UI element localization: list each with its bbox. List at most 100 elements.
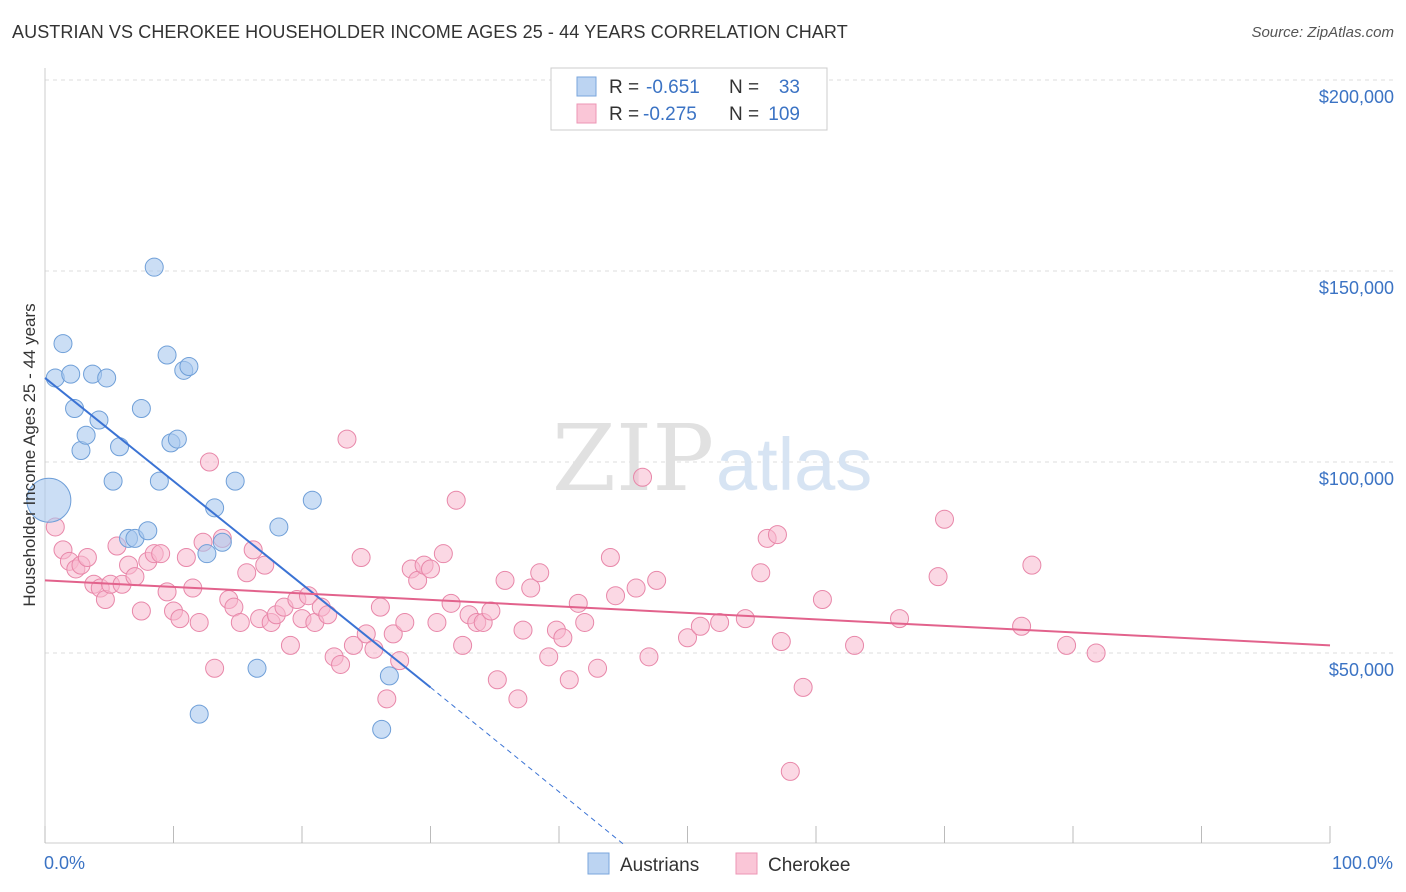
y-tick-label: $50,000 (1329, 660, 1394, 680)
cherokee-point (337, 429, 357, 449)
legend-r-value: -0.275 (643, 104, 697, 125)
legend-r-label: R = (609, 104, 639, 125)
austrian-point (103, 471, 123, 491)
cherokee-point (639, 647, 659, 667)
cherokee-point (427, 612, 447, 632)
cherokee-point (176, 548, 196, 567)
trend-lines (44, 377, 1331, 845)
austrian-point (76, 425, 96, 445)
austrian-point (61, 364, 81, 384)
austrian-trend-extension (430, 686, 624, 845)
y-axis-title: Householder Income Ages 25 - 44 years (20, 303, 39, 606)
cherokee-point (588, 658, 608, 678)
x-tick-label-min: 0.0% (44, 853, 85, 873)
cherokee-point (710, 612, 730, 632)
y-tick-label: $150,000 (1319, 278, 1394, 298)
cherokee-point (243, 540, 263, 560)
legend-n-value: 109 (768, 104, 800, 125)
cherokee-point (767, 525, 787, 545)
cherokee-point (205, 658, 225, 678)
cherokee-point (495, 570, 515, 590)
correlation-legend: R = -0.651 N = 33 R = -0.275 N = 109 (550, 67, 828, 131)
austrian-point (144, 257, 164, 277)
cherokee-point (487, 670, 507, 690)
cherokee-point (751, 563, 771, 583)
cherokee-point (383, 624, 403, 644)
austrian-point (97, 368, 117, 388)
cherokee-point (351, 548, 371, 567)
cherokee-point (508, 689, 528, 709)
austrian-point (157, 345, 177, 365)
cherokee-point (845, 635, 865, 655)
cherokee-point (331, 654, 351, 674)
legend-n-value: 33 (779, 77, 800, 98)
cherokee-point (521, 578, 541, 598)
austrian-point (372, 719, 392, 739)
austrian-point (131, 399, 151, 419)
cherokee-point (568, 593, 588, 613)
cherokee-point (199, 452, 219, 472)
austrian-points (26, 257, 399, 739)
cherokee-point (935, 509, 954, 529)
austrian-point (302, 490, 322, 510)
austrian-point (189, 704, 209, 724)
cherokee-point (433, 544, 453, 564)
cherokee-point (377, 689, 397, 709)
watermark: ZIP atlas (552, 405, 872, 512)
austrian-point (138, 521, 158, 541)
cherokee-point (1086, 643, 1106, 663)
austrian-point (379, 666, 399, 686)
austrian-point (149, 471, 169, 491)
cherokee-point (1012, 616, 1032, 636)
legend-swatch-austrians (576, 76, 597, 97)
austrian-point (179, 357, 199, 376)
cherokee-point (230, 612, 250, 632)
cherokee-point (370, 597, 390, 617)
cherokee-point (553, 628, 573, 648)
series-swatch-cherokee (735, 852, 758, 875)
cherokee-point (131, 601, 151, 621)
axes (44, 68, 1331, 844)
y-tick-labels: $200,000 $150,000 $100,000 $50,000 (1319, 87, 1394, 680)
cherokee-point (441, 593, 461, 613)
cherokee-point (151, 544, 171, 564)
cherokee-point (395, 612, 415, 632)
cherokee-point (189, 612, 209, 632)
austrian-point (225, 471, 245, 491)
cherokee-point (793, 677, 813, 697)
cherokee-point (626, 578, 646, 598)
cherokee-point (559, 670, 579, 690)
cherokee-point (575, 612, 595, 632)
y-tick-label: $200,000 (1319, 87, 1394, 107)
cherokee-point (237, 563, 257, 583)
cherokee-point (678, 628, 697, 648)
series-swatch-austrians (587, 852, 610, 875)
legend-n-label: N = (729, 104, 759, 125)
cherokee-point (318, 605, 338, 625)
austrian-point (212, 532, 232, 552)
cherokee-point (1057, 635, 1077, 655)
series-label-cherokee: Cherokee (768, 855, 850, 876)
cherokee-point (170, 609, 190, 629)
cherokee-point (77, 548, 97, 567)
austrian-point (167, 429, 187, 449)
x-tick-label-max: 100.0% (1332, 853, 1393, 873)
legend-r-label: R = (609, 77, 639, 98)
y-tick-label: $100,000 (1319, 469, 1394, 489)
cherokee-point (343, 635, 363, 655)
cherokee-point (606, 586, 626, 606)
cherokee-point (530, 563, 550, 583)
cherokee-point (780, 761, 800, 781)
austrian-point (26, 477, 72, 523)
austrian-trend-line (44, 377, 432, 689)
cherokee-point (647, 570, 667, 590)
watermark-zip: ZIP (552, 405, 714, 512)
cherokee-point (690, 616, 710, 636)
cherokee-point (421, 559, 440, 579)
cherokee-point (633, 467, 653, 487)
austrian-point (197, 544, 217, 564)
series-legend: Austrians Cherokee (587, 852, 850, 876)
cherokee-point (280, 635, 300, 655)
chart-title: AUSTRIAN VS CHEROKEE HOUSEHOLDER INCOME … (12, 22, 848, 42)
